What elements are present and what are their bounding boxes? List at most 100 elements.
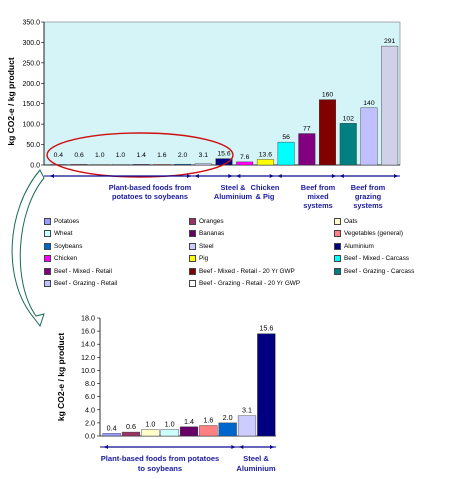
data-label: 3.1 <box>199 152 209 159</box>
bar <box>236 161 254 166</box>
legend-label: Chicken <box>54 255 78 263</box>
data-label: 3.1 <box>242 406 252 415</box>
y-tick-label: 12.0 <box>81 353 95 362</box>
data-label: 0.6 <box>126 422 136 431</box>
data-label: 1.4 <box>184 417 194 426</box>
legend-swatch <box>189 217 196 225</box>
group-label: potatoes to soybeans <box>112 192 188 201</box>
y-tick-label: 6.0 <box>85 392 95 401</box>
group-arrow-right <box>269 174 274 178</box>
y-tick-label: 250.0 <box>22 60 40 67</box>
legend-swatch <box>334 217 341 225</box>
highlight-ellipse <box>46 132 234 178</box>
bar <box>319 99 337 166</box>
bar <box>256 159 274 166</box>
data-label: 1.0 <box>116 152 126 159</box>
legend-swatch <box>44 255 51 263</box>
bar <box>360 107 378 166</box>
bar <box>298 133 316 166</box>
bar <box>49 164 67 166</box>
bar <box>153 164 171 166</box>
y-tick-label: 350.0 <box>22 20 40 27</box>
legend-swatch <box>44 217 51 225</box>
legend-item: Potatoes <box>44 215 189 228</box>
legend-item: Steel <box>189 240 334 253</box>
bar <box>339 123 357 166</box>
data-label: 0.6 <box>74 152 84 159</box>
legend-item: Soybeans <box>44 240 189 253</box>
top-bar-chart: 0.0 50.0 100.0 150.0 200.0 250.0 300.0 350.0 kg … <box>6 20 401 210</box>
bar <box>257 333 276 437</box>
group-arrow-right <box>186 174 191 178</box>
y-tick-label: 18.0 <box>81 314 95 323</box>
data-label: 77 <box>303 126 311 133</box>
group-arrow-left <box>50 174 54 178</box>
group-label: Steel & <box>243 454 269 463</box>
y-axis-title: kg CO2-e / kg product <box>56 333 66 421</box>
legend-label: Potatoes <box>54 217 80 225</box>
y-tick-label: 50.0 <box>26 142 40 149</box>
group-arrow-right <box>270 445 274 449</box>
legend-swatch <box>189 280 196 288</box>
y-tick-label: 0.0 <box>85 432 95 441</box>
legend-label: Bananas <box>199 230 225 238</box>
y-axis-title: kg CO2-e / kg product <box>6 57 16 145</box>
group-arrow-left <box>236 174 241 178</box>
legend-swatch <box>44 230 51 238</box>
legend-item: Oats <box>334 215 444 228</box>
group-label: mixed <box>307 192 329 201</box>
legend-label: Beef - Grazing - Retail - 20 Yr GWP <box>199 280 301 288</box>
group-label: & Pig <box>256 192 275 201</box>
data-label: 0.4 <box>54 152 64 159</box>
bar <box>141 429 160 437</box>
legend-item: Beef - Mixed - Retail <box>44 265 189 278</box>
data-label: 1.0 <box>145 419 155 428</box>
legend-label: Aluminium <box>344 242 374 250</box>
data-label: 15.6 <box>259 324 273 333</box>
y-tick-label: 4.0 <box>85 405 95 414</box>
data-label: 1.0 <box>95 152 105 159</box>
data-label: 1.6 <box>203 416 213 425</box>
legend-swatch <box>189 242 196 250</box>
group-arrow-left <box>339 174 344 178</box>
bar <box>111 164 129 166</box>
y-tick-label: 2.0 <box>85 418 95 427</box>
legend-swatch <box>44 242 51 250</box>
y-tick-label: 0.0 <box>30 163 40 170</box>
bar <box>121 431 141 437</box>
group-label: Aluminium <box>214 192 253 201</box>
y-tick-label: 16.0 <box>81 327 95 336</box>
bar <box>381 45 399 166</box>
legend-swatch <box>334 255 341 263</box>
legend-swatch <box>334 230 341 238</box>
legend-item: Beef - Grazing - Retail - 20 Yr GWP <box>189 278 334 291</box>
group-label: grazing <box>355 192 382 201</box>
legend-item: Oranges <box>189 215 334 228</box>
legend-label: Beef - Grazing - Carcass <box>344 267 415 275</box>
y-tick-label: 8.0 <box>85 379 95 388</box>
group-arrow-left <box>239 445 244 449</box>
bar <box>102 433 121 437</box>
data-label: 1.4 <box>136 152 146 159</box>
legend-swatch <box>334 242 341 250</box>
legend-item: Vegetables (general) <box>334 228 444 241</box>
group-arrow-right <box>228 174 233 178</box>
legend-label: Oranges <box>199 217 224 225</box>
bar <box>277 141 295 166</box>
legend-swatch <box>189 267 196 275</box>
chart-legend: Potatoes Oranges Oats Wheat Bananas Vegetable… <box>44 215 444 297</box>
data-label: 140 <box>363 100 375 107</box>
legend-label: Beef - Mixed - Retail <box>54 267 112 275</box>
data-label: 15.6 <box>217 151 230 158</box>
data-label: 2.0 <box>223 413 233 422</box>
group-label: Beef from <box>301 183 336 192</box>
legend-swatch <box>44 280 51 288</box>
group-label: Steel & <box>220 183 246 192</box>
group-arrow-right <box>231 445 236 449</box>
bar <box>199 425 218 437</box>
data-label: 0.4 <box>107 423 117 432</box>
bar <box>91 164 109 166</box>
group-label: Chicken <box>251 183 280 192</box>
data-label: 2.0 <box>178 152 188 159</box>
group-arrow-right <box>394 174 398 178</box>
